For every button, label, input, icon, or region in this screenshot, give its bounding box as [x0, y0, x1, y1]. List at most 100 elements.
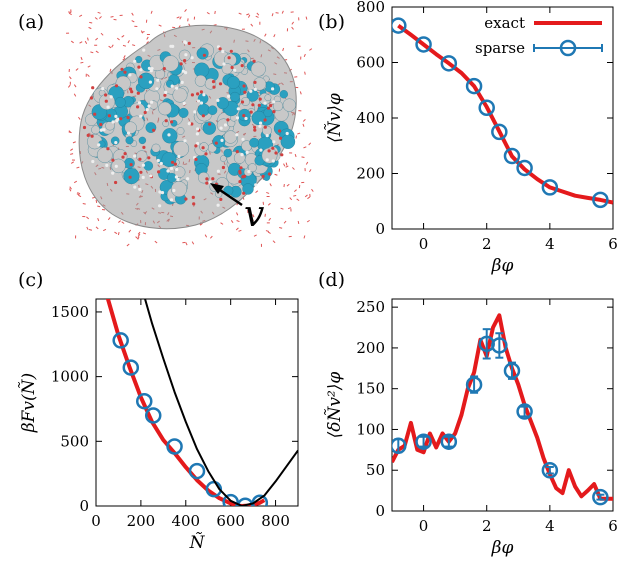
water-molecule	[246, 13, 250, 16]
bound-water-atom	[253, 80, 257, 84]
protein-atom	[124, 157, 135, 169]
bound-water-atom	[172, 188, 176, 193]
bound-water-atom	[214, 141, 218, 145]
water-molecule	[230, 219, 234, 224]
data-point-sparse	[415, 36, 432, 53]
bound-water-atom	[152, 128, 156, 132]
bound-water-atom	[147, 66, 151, 70]
bound-water-atom	[249, 110, 253, 114]
water-molecule	[295, 135, 298, 139]
protein-atom	[173, 140, 190, 157]
x-tick-label: 2	[482, 517, 492, 535]
bound-water-atom	[82, 125, 87, 130]
water-molecule	[302, 123, 305, 127]
bound-water-atom	[141, 163, 145, 167]
water-molecule	[90, 51, 94, 54]
protein-atom	[262, 125, 272, 136]
water-molecule	[303, 53, 306, 58]
y-tick-label: 0	[375, 220, 385, 238]
water-molecule	[308, 142, 312, 146]
bound-water-atom	[164, 90, 168, 94]
bound-water-atom	[136, 91, 140, 95]
bound-water-atom	[143, 110, 147, 115]
bound-water-atom	[247, 170, 251, 174]
bound-water-atom	[120, 67, 124, 71]
bound-water-atom	[147, 104, 151, 108]
water-molecule	[135, 236, 139, 239]
bound-water-atom	[104, 93, 108, 97]
water-molecule	[131, 12, 134, 16]
water-molecule	[97, 217, 100, 222]
bound-water-atom	[91, 86, 95, 90]
bound-water-atom	[278, 129, 282, 133]
y-tick-label: 100	[356, 420, 385, 438]
data-point-sparse	[440, 55, 458, 72]
protein-atom	[151, 143, 161, 153]
protein-atom	[171, 181, 187, 198]
protein-atom	[279, 90, 288, 99]
bound-water-atom	[271, 146, 275, 150]
bound-water-atom	[280, 153, 284, 157]
water-molecule	[185, 242, 188, 246]
bound-water-atom	[243, 90, 247, 94]
bound-water-atom	[257, 103, 261, 107]
water-molecule	[108, 45, 112, 49]
bound-water-atom	[156, 78, 160, 82]
bound-water-atom	[186, 177, 190, 181]
bound-water-atom	[158, 190, 162, 194]
bound-water-atom	[205, 177, 209, 181]
water-molecule	[140, 30, 144, 34]
panel-label-b: (b)	[318, 11, 345, 33]
protein-atom	[158, 101, 172, 116]
data-point-sparse	[516, 403, 533, 420]
water-molecule	[282, 47, 285, 52]
bound-water-atom	[258, 124, 262, 128]
bound-water-atom	[129, 87, 133, 91]
water-molecule	[79, 14, 83, 17]
bound-water-atom	[175, 86, 179, 90]
water-molecule	[272, 240, 276, 244]
water-molecule	[253, 234, 257, 237]
bound-water-atom	[111, 158, 115, 162]
protein-atom	[114, 96, 126, 108]
water-molecule	[252, 214, 255, 218]
water-molecule	[70, 40, 74, 44]
bound-water-atom	[105, 163, 109, 167]
bound-water-atom	[202, 93, 206, 97]
bound-water-atom	[162, 67, 166, 71]
panel-b-legend: exact sparse	[475, 14, 603, 57]
water-molecule	[150, 10, 153, 14]
water-molecule	[256, 12, 260, 16]
water-molecule	[268, 217, 272, 221]
water-molecule	[127, 40, 130, 44]
water-molecule	[266, 191, 270, 194]
y-tick-label: 0	[375, 502, 385, 520]
bound-water-atom	[123, 70, 127, 74]
bound-water-atom	[219, 197, 223, 201]
protein-atom	[282, 98, 296, 112]
water-molecule	[302, 118, 306, 122]
water-molecule	[184, 9, 187, 12]
bound-water-atom	[274, 151, 278, 155]
data-point-sparse	[222, 493, 239, 506]
bound-water-atom	[169, 198, 174, 202]
water-molecule	[306, 219, 310, 223]
bound-water-atom	[183, 139, 187, 143]
y-tick-label: 150	[356, 380, 385, 398]
data-point-sparse	[491, 337, 508, 354]
bound-water-atom	[180, 80, 184, 84]
data-point-sparse	[491, 123, 508, 141]
water-molecule	[158, 24, 162, 27]
bound-water-atom	[216, 203, 220, 207]
bound-water-atom	[245, 150, 249, 154]
data-point-sparse	[188, 462, 206, 480]
bound-water-atom	[272, 110, 276, 114]
data-point-sparse	[440, 433, 458, 450]
water-molecule	[114, 231, 118, 235]
water-molecule	[95, 199, 98, 204]
bound-water-atom	[163, 93, 167, 97]
protein-atom	[135, 55, 143, 64]
x-axis-label: βφ	[491, 538, 514, 558]
bound-water-atom	[184, 53, 188, 57]
water-molecule	[299, 91, 302, 95]
